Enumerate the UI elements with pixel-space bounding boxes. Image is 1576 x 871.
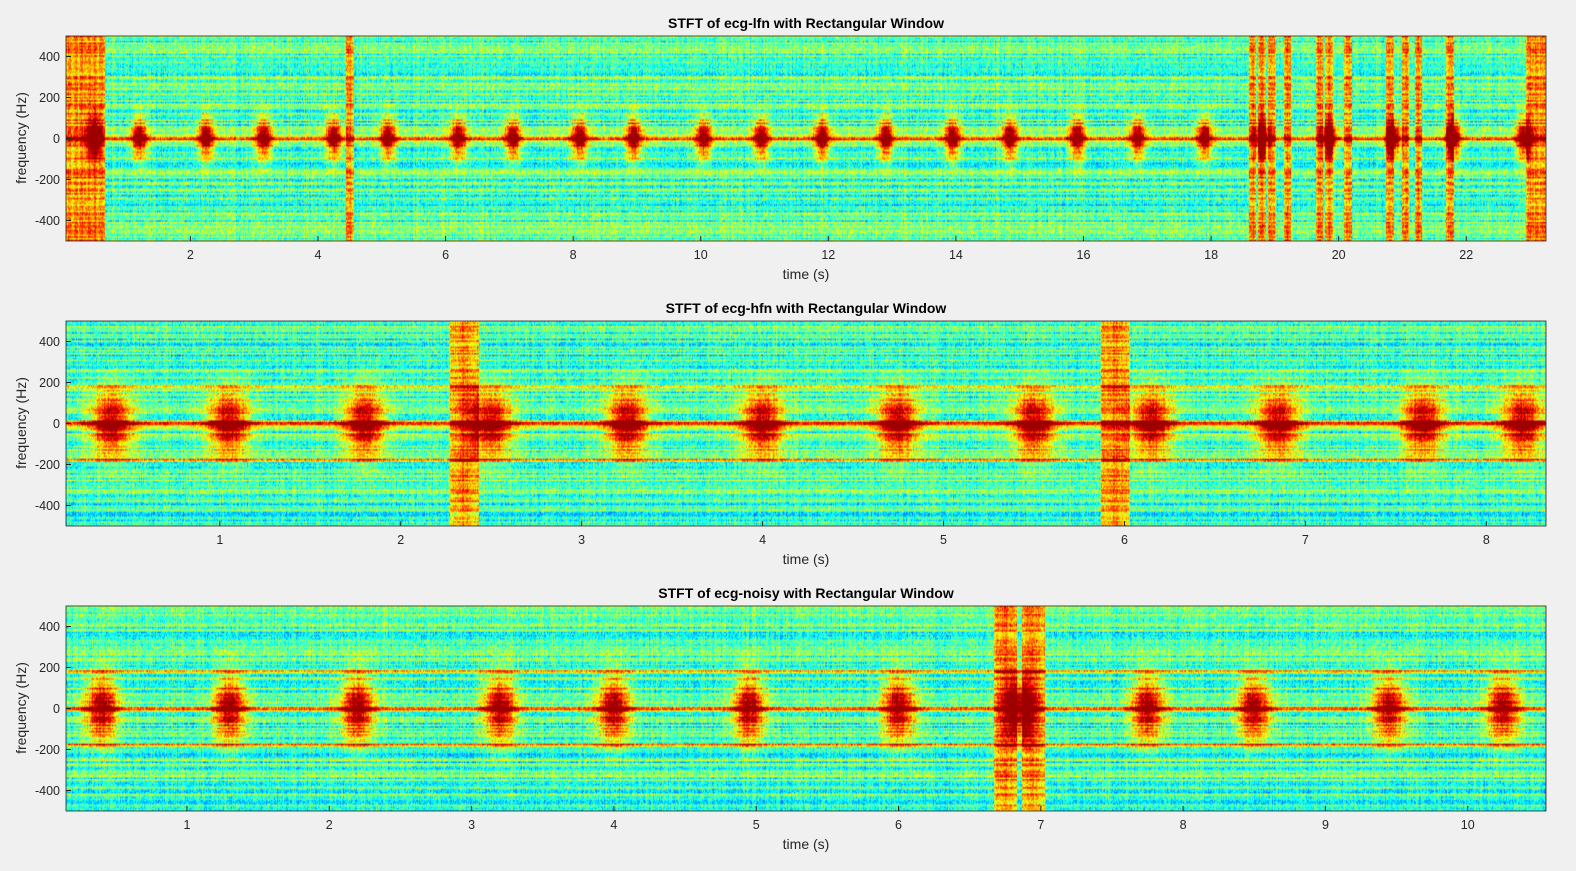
y-tick-label: -200 xyxy=(35,173,60,187)
x-tick-label: 6 xyxy=(1121,533,1128,547)
y-axis: 400 200 0 -200 -400 xyxy=(35,50,71,228)
x-axis: 1 2 3 4 5 6 7 8 9 10 xyxy=(183,806,1475,832)
y-tick-label: 200 xyxy=(39,91,60,105)
x-tick-label: 3 xyxy=(578,533,585,547)
x-tick-label: 10 xyxy=(1461,818,1475,832)
subplot-lfn: STFT of ecg-lfn with Rectangular Window … xyxy=(13,15,1547,282)
y-tick-label: 400 xyxy=(39,620,60,634)
x-tick-label: 18 xyxy=(1204,248,1218,262)
y-tick-label: 0 xyxy=(53,702,60,716)
x-tick-label: 8 xyxy=(1483,533,1490,547)
y-tick-label: -400 xyxy=(35,784,60,798)
x-tick-label: 3 xyxy=(468,818,475,832)
y-tick-label: 200 xyxy=(39,376,60,390)
x-tick-label: 12 xyxy=(821,248,835,262)
x-tick-label: 9 xyxy=(1322,818,1329,832)
x-tick-label: 4 xyxy=(610,818,617,832)
x-tick-label: 1 xyxy=(183,818,190,832)
x-tick-label: 2 xyxy=(187,248,194,262)
y-tick-label: 400 xyxy=(39,335,60,349)
chart-title: STFT of ecg-hfn with Rectangular Window xyxy=(666,300,947,316)
x-tick-label: 16 xyxy=(1077,248,1091,262)
plot-area xyxy=(65,35,1547,242)
y-axis-label: frequency (Hz) xyxy=(13,377,29,469)
y-tick-label: 200 xyxy=(39,661,60,675)
y-tick-label: -200 xyxy=(35,743,60,757)
x-tick-label: 7 xyxy=(1037,818,1044,832)
x-tick-label: 4 xyxy=(315,248,322,262)
x-tick-label: 1 xyxy=(216,533,223,547)
x-tick-label: 10 xyxy=(694,248,708,262)
chart-title: STFT of ecg-noisy with Rectangular Windo… xyxy=(658,585,954,601)
plot-area xyxy=(65,605,1547,812)
plot-area xyxy=(65,320,1547,527)
x-tick-label: 14 xyxy=(949,248,963,262)
x-tick-label: 4 xyxy=(759,533,766,547)
y-tick-label: -200 xyxy=(35,458,60,472)
x-axis: 2 4 6 8 10 12 14 16 18 20 22 xyxy=(187,236,1473,262)
x-axis-label: time (s) xyxy=(783,551,830,567)
x-tick-label: 7 xyxy=(1302,533,1309,547)
x-tick-label: 20 xyxy=(1332,248,1346,262)
spectrogram-image xyxy=(66,36,1546,241)
x-tick-label: 6 xyxy=(442,248,449,262)
spectrogram-image xyxy=(66,606,1546,811)
y-tick-label: -400 xyxy=(35,214,60,228)
subplot-hfn: STFT of ecg-hfn with Rectangular Window … xyxy=(13,300,1547,567)
y-axis: 400 200 0 -200 -400 xyxy=(35,620,71,798)
y-axis-label: frequency (Hz) xyxy=(13,92,29,184)
subplot-noisy: STFT of ecg-noisy with Rectangular Windo… xyxy=(13,585,1547,852)
x-tick-label: 5 xyxy=(940,533,947,547)
x-tick-label: 22 xyxy=(1459,248,1473,262)
chart-title: STFT of ecg-lfn with Rectangular Window xyxy=(668,15,944,31)
x-tick-label: 6 xyxy=(895,818,902,832)
x-tick-label: 8 xyxy=(1180,818,1187,832)
x-axis-label: time (s) xyxy=(783,836,830,852)
y-tick-label: 400 xyxy=(39,50,60,64)
x-tick-label: 8 xyxy=(570,248,577,262)
x-tick-label: 5 xyxy=(753,818,760,832)
x-axis-label: time (s) xyxy=(783,266,830,282)
y-tick-label: 0 xyxy=(53,132,60,146)
x-tick-label: 2 xyxy=(326,818,333,832)
y-tick-label: 0 xyxy=(53,417,60,431)
y-axis-label: frequency (Hz) xyxy=(13,662,29,754)
y-axis: 400 200 0 -200 -400 xyxy=(35,335,71,513)
x-axis: 1 2 3 4 5 6 7 8 xyxy=(216,521,1490,547)
y-tick-label: -400 xyxy=(35,499,60,513)
x-tick-label: 2 xyxy=(397,533,404,547)
spectrogram-image xyxy=(66,321,1546,526)
